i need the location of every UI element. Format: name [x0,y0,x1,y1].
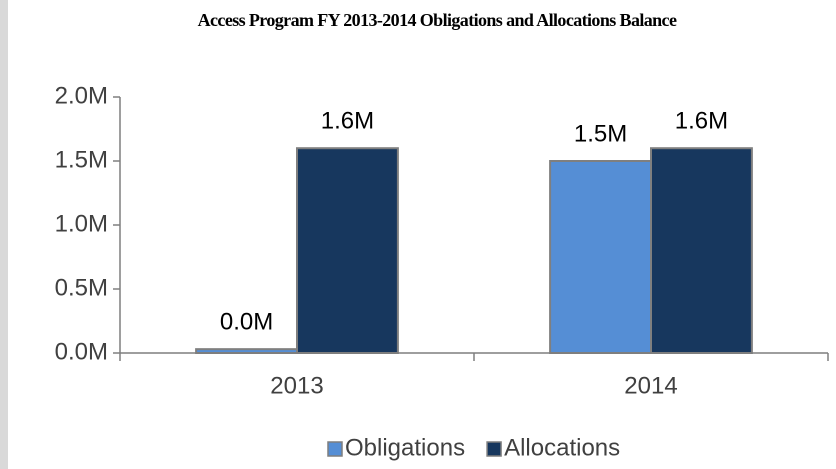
legend-swatch [327,441,343,457]
x-tick-label: 2014 [624,372,677,399]
y-tick-label: 1.5M [55,146,108,173]
x-tick-label: 2013 [270,372,323,399]
data-label: 1.6M [675,108,728,135]
data-label: 1.6M [321,108,374,135]
legend-label: Obligations [345,434,465,461]
bar [296,147,399,354]
bar [549,160,652,354]
data-label: 1.5M [574,120,627,147]
chart-title: Access Program FY 2013-2014 Obligations … [197,10,677,30]
y-tick-label: 1.0M [55,210,108,237]
y-tick-label: 0.5M [55,274,108,301]
side-strip [0,0,8,469]
y-tick-label: 0.0M [55,338,108,365]
data-label: 0.0M [220,309,273,336]
legend-swatch [486,441,502,457]
legend-label: Allocations [504,434,620,461]
y-tick-label: 2.0M [55,82,108,109]
bar [650,147,753,354]
